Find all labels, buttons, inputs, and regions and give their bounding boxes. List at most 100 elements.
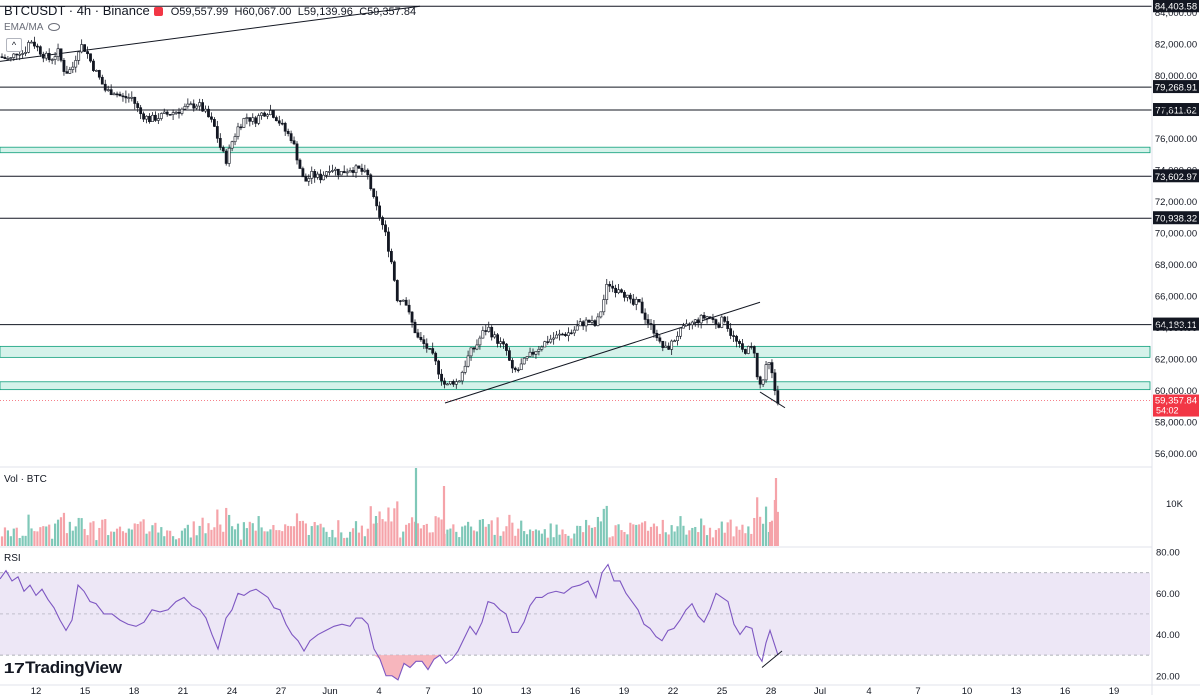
candle-body[interactable] [24,52,28,54]
candle-body[interactable] [348,170,352,173]
trendline[interactable] [444,301,761,404]
candle-body[interactable] [434,352,438,362]
candle-body[interactable] [38,46,42,55]
candle-body[interactable] [437,360,441,375]
indicator-legend[interactable]: EMA/MA [4,22,61,33]
candle-body[interactable] [80,44,84,53]
support-resistance-zone[interactable] [0,146,1151,154]
candle-body[interactable] [254,117,258,124]
candle-body[interactable] [180,108,184,114]
candle-body[interactable] [661,340,665,348]
candle-body[interactable] [345,171,349,174]
candle-body[interactable] [469,347,473,357]
candle-body[interactable] [186,103,190,107]
candle-body[interactable] [183,106,187,110]
candle-body[interactable] [690,321,694,326]
candle-body[interactable] [484,330,488,332]
candle-body[interactable] [525,356,529,359]
candle-body[interactable] [670,340,674,350]
candle-body[interactable] [475,344,479,350]
candle-body[interactable] [422,339,426,344]
candle-body[interactable] [92,60,95,71]
candle-body[interactable] [130,96,134,99]
candle-body[interactable] [233,136,237,143]
trendline[interactable] [0,5,421,62]
candle-body[interactable] [693,319,697,323]
candle-body[interactable] [227,147,231,164]
candle-body[interactable] [354,165,358,173]
candle-body[interactable] [251,117,255,122]
candle-body[interactable] [682,325,685,329]
candle-body[interactable] [218,138,222,148]
candle-body[interactable] [83,44,87,52]
candle-body[interactable] [124,96,128,99]
candle-body[interactable] [767,362,771,365]
candle-body[interactable] [702,314,706,319]
candle-body[interactable] [3,57,7,59]
candle-body[interactable] [398,300,402,302]
candle-body[interactable] [605,283,609,300]
candle-body[interactable] [56,48,60,57]
symbol-header[interactable]: BTCUSDT · 4h · Binance O59,557.99 H60,067… [4,3,419,18]
candle-body[interactable] [372,188,376,198]
candle-body[interactable] [537,348,541,352]
candle-body[interactable] [684,323,688,326]
candle-body[interactable] [581,321,585,327]
candle-body[interactable] [269,110,272,115]
candle-body[interactable] [307,178,311,182]
candle-body[interactable] [171,112,175,115]
candle-body[interactable] [466,355,470,367]
support-resistance-zone[interactable] [0,381,1151,391]
candle-body[interactable] [375,196,379,207]
candle-body[interactable] [505,343,508,351]
candle-body[interactable] [596,316,600,326]
candle-body[interactable] [620,289,623,293]
candle-body[interactable] [139,107,143,115]
candle-body[interactable] [735,335,738,342]
candle-body[interactable] [378,205,382,218]
candle-body[interactable] [112,93,116,96]
candle-body[interactable] [496,334,500,344]
candle-body[interactable] [676,335,679,342]
candle-body[interactable] [443,380,446,385]
candle-body[interactable] [195,105,199,109]
candle-body[interactable] [310,171,314,179]
candle-body[interactable] [451,381,455,385]
candle-body[interactable] [86,51,89,55]
candle-body[interactable] [127,97,131,99]
candle-body[interactable] [156,118,160,121]
candle-body[interactable] [446,383,449,386]
candle-body[interactable] [720,316,724,328]
candle-body[interactable] [319,173,323,181]
candle-body[interactable] [224,150,228,164]
candle-body[interactable] [558,333,561,336]
candle-body[interactable] [357,165,361,169]
candle-body[interactable] [431,348,435,354]
candle-body[interactable] [366,169,370,176]
candle-body[interactable] [634,299,638,305]
candle-body[interactable] [215,126,219,139]
candle-body[interactable] [749,346,753,348]
candle-body[interactable] [106,89,110,91]
candle-body[interactable] [566,332,570,336]
candle-body[interactable] [274,117,278,122]
candle-body[interactable] [440,373,443,382]
candle-body[interactable] [213,119,216,127]
candle-body[interactable] [628,294,632,300]
candle-body[interactable] [207,108,210,118]
candle-body[interactable] [637,299,641,303]
candle-body[interactable] [599,311,603,318]
candle-body[interactable] [419,336,423,340]
candle-body[interactable] [177,111,181,114]
candle-body[interactable] [242,118,246,128]
candle-body[interactable] [608,283,612,287]
candle-body[interactable] [65,71,69,74]
candle-body[interactable] [298,159,302,169]
candle-body[interactable] [198,102,202,107]
candle-body[interactable] [304,176,308,182]
candle-body[interactable] [277,120,281,124]
eye-icon[interactable] [48,23,61,32]
candle-body[interactable] [62,59,66,72]
candle-body[interactable] [50,59,54,61]
candle-body[interactable] [95,70,98,72]
